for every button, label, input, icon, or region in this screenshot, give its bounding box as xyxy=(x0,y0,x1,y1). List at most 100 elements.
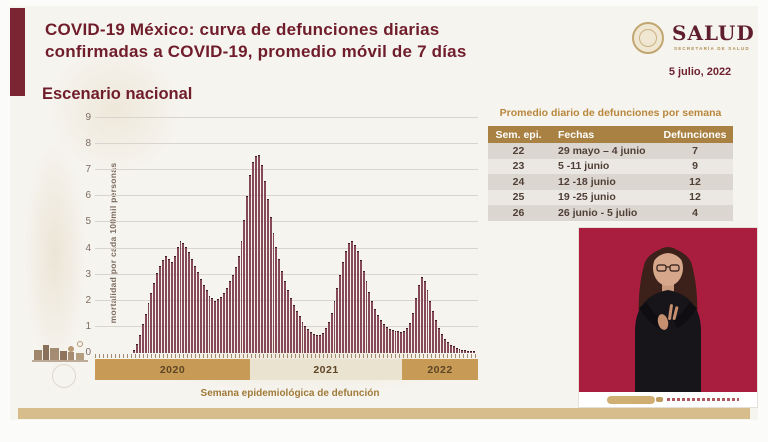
left-accent-bar xyxy=(10,8,25,96)
table-cell: 12 -18 junio xyxy=(549,174,657,190)
bar-week-70 xyxy=(333,300,336,353)
bar-week-60 xyxy=(304,325,307,353)
bar-week-54 xyxy=(287,290,289,353)
bar-week-35 xyxy=(231,274,234,353)
table-cell: 26 junio - 5 julio xyxy=(549,205,657,221)
bar-week-1 xyxy=(133,350,135,353)
gridline-y-4 xyxy=(95,247,478,249)
bar-week-6 xyxy=(147,303,150,353)
bar-week-82 xyxy=(368,291,371,353)
bar-week-36 xyxy=(234,266,237,353)
bar-week-53 xyxy=(284,281,287,353)
gridline-y-2 xyxy=(95,299,478,301)
chart-plot-area: 0 1 2 3 4 5 6 7 8 9 2020 2021 2022 xyxy=(85,112,478,380)
bar-week-117 xyxy=(470,351,473,353)
bar-week-72 xyxy=(339,274,342,353)
bar-week-26 xyxy=(205,290,208,353)
table-row: 24 12 -18 junio 12 xyxy=(488,174,733,190)
table-row: 25 19 -25 junio 12 xyxy=(488,189,733,205)
bar-week-86 xyxy=(380,320,382,353)
weekly-deaths-table-section: Promedio diario de defunciones por seman… xyxy=(488,107,733,221)
chart-week-tick-marks xyxy=(95,354,478,358)
sign-language-interpreter-video xyxy=(578,227,758,408)
bar-week-76 xyxy=(350,240,353,353)
table-cell: 5 -11 junio xyxy=(549,158,657,174)
bar-week-77 xyxy=(353,244,356,353)
bar-week-94 xyxy=(403,330,406,353)
gridline-y-3 xyxy=(95,273,478,275)
bar-week-75 xyxy=(348,243,350,353)
chart-bars xyxy=(133,118,478,353)
y-tick-label-9: 9 xyxy=(85,112,91,123)
bar-week-19 xyxy=(185,247,188,353)
bar-week-57 xyxy=(295,311,298,353)
y-tick-label-0: 0 xyxy=(85,347,91,358)
slide-date: 5 julio, 2022 xyxy=(668,66,732,78)
table-title: Promedio diario de defunciones por seman… xyxy=(499,107,722,119)
bar-week-20 xyxy=(188,252,191,353)
bar-week-4 xyxy=(141,324,144,353)
bar-week-2 xyxy=(135,343,138,353)
bar-week-51 xyxy=(278,259,281,353)
year-band-2022: 2022 xyxy=(402,359,478,380)
bar-week-52 xyxy=(281,270,284,353)
bar-week-97 xyxy=(412,312,414,353)
bar-week-68 xyxy=(327,321,330,353)
bar-week-95 xyxy=(406,328,409,353)
y-tick-label-1: 1 xyxy=(85,320,91,332)
bar-week-81 xyxy=(365,281,368,353)
bar-week-61 xyxy=(307,328,310,353)
bar-week-42 xyxy=(252,162,255,353)
y-tick-label-2: 2 xyxy=(85,294,91,306)
bar-week-112 xyxy=(455,347,458,353)
bar-week-12 xyxy=(164,256,167,353)
bar-week-34 xyxy=(228,281,231,353)
table-cell: 29 mayo – 4 junio xyxy=(549,143,657,159)
bar-week-5 xyxy=(144,313,147,353)
bar-week-108 xyxy=(443,338,446,353)
bar-week-111 xyxy=(452,346,455,353)
bar-week-46 xyxy=(263,180,266,353)
bar-week-66 xyxy=(321,332,324,353)
bar-week-80 xyxy=(362,270,365,353)
table-column-header-3: Defunciones xyxy=(657,126,733,143)
weekly-deaths-table: Sem. epi. Fechas Defunciones 22 29 mayo – 4… xyxy=(488,126,733,221)
bar-week-92 xyxy=(397,331,400,353)
bar-week-47 xyxy=(266,198,269,353)
table-cell: 26 xyxy=(488,205,549,221)
bar-week-27 xyxy=(208,295,211,353)
salud-secretaria-label: SECRETARÍA DE SALUD xyxy=(674,46,750,51)
gridline-y-5 xyxy=(95,221,478,223)
bottom-tan-strip xyxy=(18,408,750,419)
gridline-y-9 xyxy=(95,117,478,118)
bar-week-14 xyxy=(170,261,173,353)
bar-week-18 xyxy=(182,243,185,353)
bar-week-39 xyxy=(243,219,246,353)
table-cell: 12 xyxy=(657,189,733,205)
bar-week-37 xyxy=(237,256,240,353)
gridline-y-7 xyxy=(95,169,478,171)
bar-week-109 xyxy=(446,342,449,353)
interpreter-illustration xyxy=(579,228,757,392)
bar-week-90 xyxy=(391,330,394,353)
table-body: 22 29 mayo – 4 junio 7 23 5 -11 junio 9 24 12 -… xyxy=(488,143,733,221)
y-tick-label-8: 8 xyxy=(85,138,91,150)
y-tick-label-3: 3 xyxy=(85,268,91,280)
presentation-slide: COVID-19 México: curva de defunciones di… xyxy=(10,6,758,420)
table-column-header-1: Sem. epi. xyxy=(488,126,549,143)
bar-week-28 xyxy=(211,298,214,353)
bar-week-22 xyxy=(194,265,196,353)
salud-eagle-emblem-icon xyxy=(632,22,664,54)
bar-week-107 xyxy=(441,334,443,353)
bar-week-113 xyxy=(458,348,461,353)
bar-week-59 xyxy=(301,321,304,353)
bar-week-23 xyxy=(196,272,199,353)
table-cell: 7 xyxy=(657,143,733,159)
city-skyline-sketch-decoration xyxy=(30,336,92,364)
bar-week-44 xyxy=(257,154,260,353)
bar-week-110 xyxy=(449,344,452,353)
bar-week-56 xyxy=(292,304,295,353)
bar-week-65 xyxy=(319,334,321,353)
bar-week-31 xyxy=(220,296,223,353)
y-tick-label-7: 7 xyxy=(85,164,91,176)
